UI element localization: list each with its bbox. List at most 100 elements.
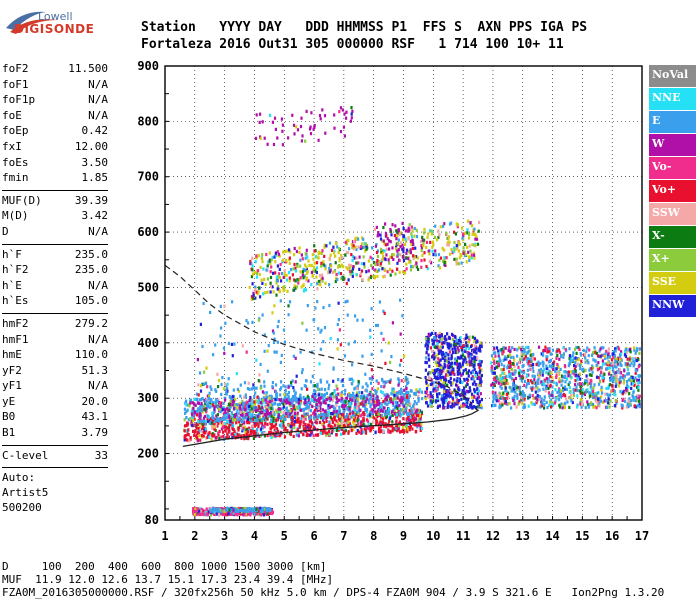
echo-point bbox=[568, 361, 572, 365]
echo-point bbox=[500, 386, 503, 390]
echo-point bbox=[406, 377, 409, 381]
echo-point bbox=[305, 379, 308, 383]
echo-point bbox=[522, 394, 525, 398]
echo-point bbox=[468, 338, 471, 342]
echo-point bbox=[259, 401, 262, 405]
echo-point bbox=[502, 391, 505, 395]
echo-point bbox=[461, 363, 464, 367]
echo-point bbox=[568, 405, 571, 409]
echo-point bbox=[228, 414, 231, 418]
echo-point bbox=[498, 394, 501, 398]
echo-point bbox=[533, 380, 536, 385]
echo-point bbox=[531, 387, 534, 391]
echo-point bbox=[342, 410, 345, 414]
echo-point bbox=[500, 362, 503, 367]
echo-point bbox=[509, 349, 512, 354]
echo-point bbox=[596, 368, 599, 372]
echo-point bbox=[222, 422, 225, 426]
echo-point bbox=[614, 393, 617, 397]
echo-point bbox=[208, 421, 211, 425]
echo-point bbox=[417, 410, 420, 414]
echo-point bbox=[248, 399, 251, 403]
echo-point bbox=[466, 377, 469, 381]
echo-point bbox=[599, 354, 602, 358]
echo-point bbox=[609, 393, 612, 397]
echo-point bbox=[560, 379, 563, 383]
echo-point bbox=[237, 428, 240, 432]
echo-point bbox=[508, 401, 511, 406]
echo-point bbox=[626, 368, 629, 372]
echo-point bbox=[302, 420, 305, 424]
echo-point bbox=[348, 417, 351, 421]
echo-point bbox=[586, 383, 589, 387]
echo-point bbox=[306, 406, 309, 410]
echo-point bbox=[501, 371, 504, 375]
echo-point bbox=[392, 397, 395, 402]
echo-point bbox=[492, 357, 495, 361]
echo-point bbox=[469, 354, 472, 358]
echo-point bbox=[355, 413, 358, 417]
echo-point bbox=[304, 252, 307, 256]
echo-point bbox=[380, 405, 383, 409]
echo-point bbox=[465, 389, 469, 393]
echo-point bbox=[550, 393, 553, 397]
echo-point bbox=[391, 420, 394, 424]
echo-point bbox=[624, 353, 627, 357]
echo-point bbox=[570, 399, 573, 403]
echo-point bbox=[335, 419, 338, 423]
echo-point bbox=[299, 396, 302, 400]
echo-point bbox=[323, 426, 326, 430]
echo-point bbox=[246, 412, 249, 416]
echo-point bbox=[272, 414, 275, 418]
echo-point bbox=[538, 388, 541, 392]
echo-point bbox=[552, 401, 555, 405]
echo-point bbox=[296, 411, 299, 415]
echo-point bbox=[309, 424, 313, 428]
echo-point bbox=[408, 411, 411, 416]
echo-point bbox=[443, 386, 446, 390]
echo-point bbox=[328, 399, 331, 403]
echo-point bbox=[623, 374, 626, 378]
echo-point bbox=[597, 376, 600, 380]
param-row-md: M(D) 3.42 bbox=[2, 209, 108, 225]
echo-point bbox=[606, 405, 609, 409]
echo-point bbox=[366, 246, 369, 250]
echo-point bbox=[512, 355, 515, 359]
echo-point bbox=[453, 361, 456, 365]
echo-point bbox=[284, 385, 287, 389]
echo-point bbox=[321, 408, 324, 412]
echo-point bbox=[254, 399, 257, 403]
echo-point bbox=[448, 350, 451, 354]
echo-point bbox=[309, 380, 313, 384]
echo-point bbox=[439, 256, 443, 260]
echo-point bbox=[208, 391, 211, 395]
echo-point bbox=[323, 421, 326, 425]
echo-point bbox=[638, 399, 641, 403]
echo-point bbox=[429, 404, 432, 408]
echo-point bbox=[389, 378, 392, 382]
echo-point bbox=[619, 361, 622, 365]
echo-point bbox=[398, 424, 401, 428]
echo-point bbox=[383, 422, 386, 426]
echo-point bbox=[228, 402, 231, 406]
echo-point bbox=[527, 357, 530, 361]
echo-point bbox=[549, 400, 552, 404]
echo-point bbox=[597, 391, 600, 395]
echo-point bbox=[198, 415, 201, 419]
echo-point bbox=[605, 399, 608, 403]
echo-point bbox=[296, 278, 299, 282]
echo-point bbox=[468, 255, 471, 259]
echo-point bbox=[443, 336, 446, 340]
echo-point bbox=[576, 377, 579, 381]
echo-point bbox=[615, 379, 618, 383]
echo-point bbox=[364, 431, 368, 435]
echo-point bbox=[473, 256, 476, 260]
echo-point bbox=[258, 412, 261, 416]
echo-point bbox=[270, 400, 273, 404]
echo-point bbox=[613, 354, 617, 358]
echo-point bbox=[265, 405, 268, 409]
echo-point bbox=[615, 374, 618, 378]
echo-point bbox=[576, 389, 579, 393]
echo-point bbox=[436, 375, 439, 379]
echo-point bbox=[251, 264, 254, 268]
